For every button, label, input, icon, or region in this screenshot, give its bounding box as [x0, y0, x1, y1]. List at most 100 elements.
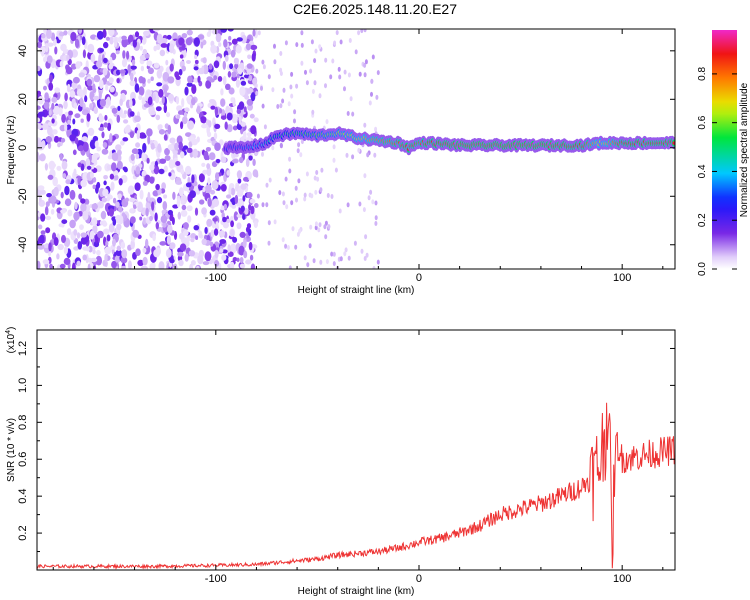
- heatmap-cell: [276, 104, 280, 109]
- heatmap-cell: [177, 251, 184, 257]
- heatmap-cell: [374, 215, 378, 221]
- heatmap-cell: [41, 140, 46, 149]
- heatmap-cell: [248, 204, 252, 211]
- heatmap-cell: [185, 37, 193, 46]
- heatmap-cell: [161, 209, 166, 215]
- heatmap-cell: [242, 239, 247, 248]
- heatmap-cell: [87, 43, 95, 54]
- heatmap-cell: [121, 58, 128, 68]
- heatmap-cell: [59, 263, 66, 269]
- heatmap-cell: [252, 29, 256, 37]
- heatmap-cell: [308, 243, 312, 249]
- heatmap-cell: [286, 245, 290, 250]
- heatmap-cell: [47, 174, 54, 180]
- heatmap-cell: [208, 152, 216, 161]
- heatmap-cell: [249, 198, 256, 204]
- heatmap-cell: [106, 196, 111, 202]
- heatmap-cell: [172, 191, 176, 200]
- heatmap-cell: [144, 53, 150, 59]
- heatmap-cell: [159, 49, 166, 57]
- heatmap-cell: [147, 67, 154, 75]
- heatmap-cell: [212, 217, 218, 222]
- heatmap-cell: [44, 92, 49, 101]
- heatmap-cell: [230, 220, 235, 228]
- heatmap-cell: [206, 166, 212, 177]
- heatmap-cell: [77, 175, 81, 186]
- heatmap-cell: [370, 78, 374, 84]
- heatmap-cell: [278, 190, 282, 196]
- heatmap-cell: [362, 207, 366, 213]
- heatmap-cell: [255, 172, 259, 178]
- heatmap-cell: [121, 35, 127, 40]
- heatmap-cell: [89, 171, 94, 179]
- heatmap-cell: [267, 220, 271, 226]
- heatmap-cell: [108, 63, 114, 70]
- heatmap-cell: [79, 97, 84, 107]
- heatmap-cell: [193, 66, 199, 71]
- heatmap-cell: [127, 64, 131, 74]
- heatmap-cell: [370, 91, 373, 97]
- heatmap-cell: [233, 211, 239, 222]
- heatmap-cell: [60, 43, 67, 52]
- heatmap-cell: [295, 197, 298, 203]
- heatmap-cell: [245, 43, 251, 51]
- heatmap-cell: [351, 154, 355, 160]
- heatmap-cell: [188, 141, 193, 148]
- heatmap-cell: [314, 225, 318, 231]
- heatmap-cell: [78, 29, 83, 34]
- heatmap-cell: [146, 90, 153, 96]
- heatmap-cell: [96, 181, 101, 189]
- heatmap-cell: [238, 101, 245, 110]
- heatmap-cell: [207, 177, 211, 186]
- heatmap-cell: [181, 204, 187, 211]
- heatmap-cell: [177, 110, 184, 115]
- heatmap-cell: [67, 119, 71, 125]
- heatmap-cell: [168, 159, 175, 169]
- heatmap-cell: [166, 34, 172, 40]
- heatmap-cell: [161, 182, 167, 190]
- heatmap-cell: [158, 261, 165, 269]
- heatmap-cell: [208, 63, 213, 70]
- heatmap-cell: [109, 133, 113, 143]
- heatmap-cell: [108, 29, 115, 37]
- heatmap-cell: [186, 29, 193, 36]
- heatmap-cell: [142, 247, 147, 253]
- heatmap-cell: [76, 232, 81, 239]
- heatmap-cell: [261, 59, 265, 65]
- heatmap-cell: [230, 49, 236, 58]
- heatmap-cell: [89, 139, 97, 150]
- heatmap-cell: [187, 75, 193, 84]
- heatmap-cell: [167, 209, 173, 216]
- heatmap-cell: [320, 167, 324, 173]
- heatmap-cell: [66, 83, 71, 93]
- heatmap-cell: [163, 86, 168, 96]
- heatmap-cell: [231, 113, 238, 124]
- heatmap-cell: [239, 86, 246, 96]
- heatmap-cell: [208, 99, 216, 104]
- heatmap-cell: [105, 84, 109, 91]
- heatmap-cell: [289, 84, 293, 90]
- heatmap-cell: [228, 87, 235, 95]
- heatmap-cell: [129, 208, 134, 214]
- heatmap-cell: [303, 196, 307, 202]
- heatmap-cell: [101, 131, 105, 139]
- colorbar: [712, 30, 737, 269]
- heatmap-cell: [226, 170, 231, 176]
- heatmap-cell: [99, 48, 104, 53]
- heatmap-cell: [268, 177, 272, 183]
- heatmap-cell: [223, 39, 228, 48]
- heatmap-cell: [273, 43, 276, 49]
- heatmap-cell: [312, 258, 316, 264]
- heatmap-cell: [232, 236, 238, 243]
- heatmap-cell: [96, 146, 101, 152]
- heatmap-cell: [316, 176, 320, 182]
- heatmap-cell: [171, 217, 175, 225]
- heatmap-cell: [73, 229, 78, 236]
- heatmap-cell: [178, 141, 183, 151]
- heatmap-cell: [357, 147, 361, 153]
- heatmap-cell: [66, 228, 72, 236]
- heatmap-cell: [236, 170, 242, 179]
- heatmap-cell: [166, 112, 171, 118]
- heatmap-cell: [330, 194, 334, 199]
- heatmap-cell: [167, 224, 173, 234]
